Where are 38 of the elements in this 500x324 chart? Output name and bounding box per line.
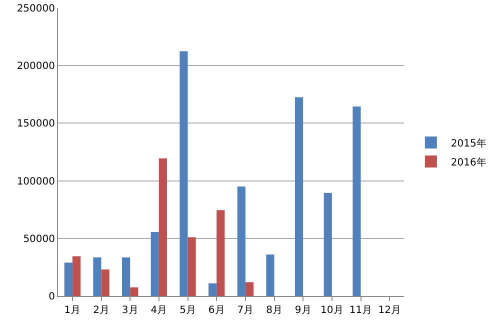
x-tick-label: 2月	[93, 305, 110, 316]
x-tick-label: 11月	[349, 305, 372, 316]
legend-label: 2016年	[450, 156, 486, 168]
x-tick-label: 8月	[266, 305, 282, 316]
y-tick-label: 150000	[16, 118, 55, 130]
x-tick-label: 12月	[378, 305, 401, 316]
bar	[150, 232, 159, 296]
x-tick-label: 6月	[208, 305, 225, 316]
x-tick-label: 3月	[122, 305, 138, 316]
bar	[352, 106, 361, 296]
bar	[158, 158, 167, 296]
x-tick-label: 7月	[237, 305, 254, 316]
x-tick-label: 4月	[150, 305, 168, 316]
bar	[180, 51, 188, 296]
bar	[295, 97, 304, 296]
x-tick-label: 5月	[180, 305, 196, 316]
bar	[266, 254, 274, 296]
bar	[122, 257, 130, 296]
legend-label: 2015年	[450, 137, 486, 150]
bar	[130, 287, 138, 296]
bar	[245, 282, 254, 296]
x-tick-label: 10月	[320, 305, 344, 316]
bar	[188, 237, 196, 296]
bar	[93, 257, 102, 296]
bar	[324, 192, 332, 296]
bar	[72, 256, 80, 296]
y-tick-label: 0	[48, 292, 55, 302]
x-tick-label: 9月	[294, 305, 312, 316]
y-tick-label: 250000	[16, 4, 55, 14]
x-tick-label: 1月	[64, 305, 81, 316]
y-tick-label: 100000	[16, 176, 55, 188]
bar	[101, 270, 110, 296]
y-tick-label: 200000	[16, 61, 55, 72]
bar	[216, 210, 225, 296]
bar	[208, 283, 217, 296]
bar	[237, 186, 246, 296]
bar	[64, 262, 72, 296]
y-tick-label: 50000	[23, 234, 55, 245]
